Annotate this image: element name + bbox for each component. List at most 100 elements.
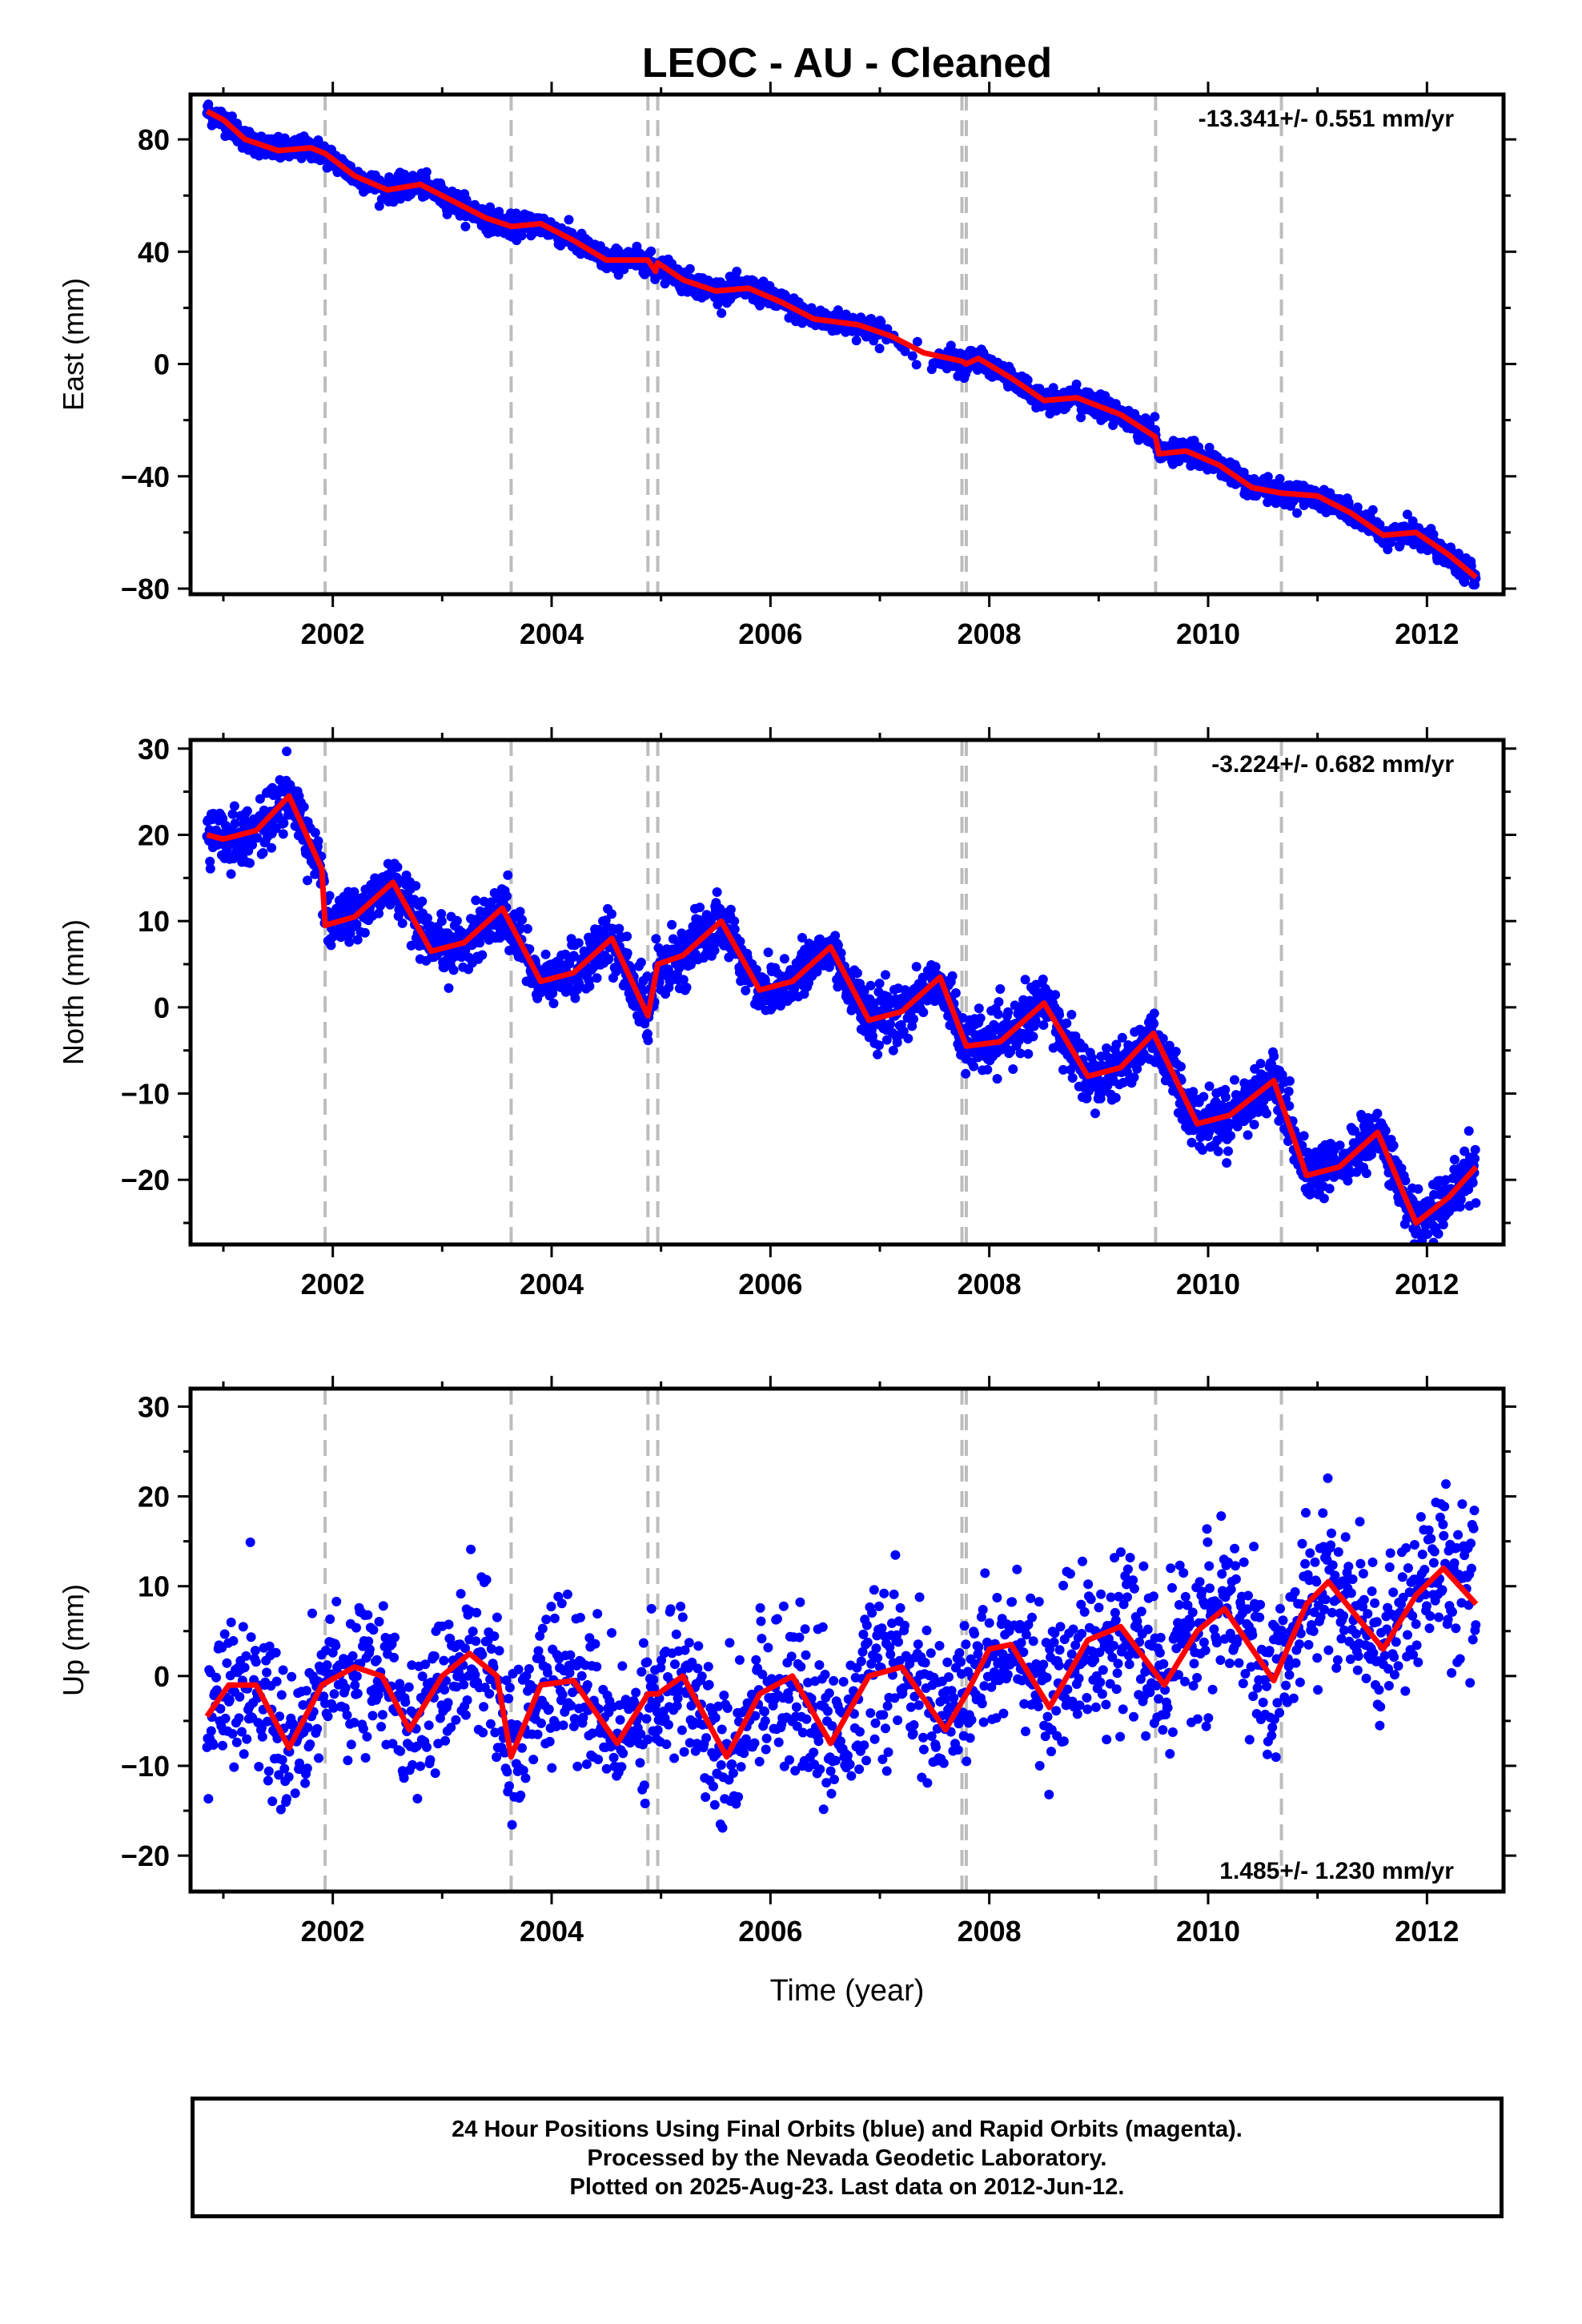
- data-point: [898, 1026, 909, 1036]
- data-point: [607, 909, 616, 919]
- data-point: [1402, 509, 1412, 520]
- data-point: [729, 916, 740, 927]
- data-point: [1170, 1047, 1181, 1057]
- data-point: [516, 231, 527, 241]
- data-point: [874, 344, 885, 354]
- data-point: [868, 1031, 877, 1041]
- data-point: [303, 875, 312, 886]
- data-point: [885, 1019, 896, 1029]
- data-point: [643, 1035, 653, 1046]
- data-point: [255, 794, 265, 804]
- data-point: [1243, 1130, 1253, 1140]
- data-point: [444, 983, 454, 993]
- data-point: [436, 909, 447, 919]
- data-point: [779, 954, 789, 964]
- data-point: [1335, 1140, 1345, 1151]
- data-point: [975, 1013, 986, 1023]
- data-point: [874, 1040, 884, 1051]
- data-point: [946, 340, 956, 351]
- data-point: [1269, 1051, 1279, 1061]
- data-point: [900, 346, 910, 356]
- data-point: [836, 948, 846, 958]
- data-point: [712, 887, 722, 897]
- data-point: [471, 895, 481, 906]
- panel-north: 2002 2004 2006 2008 2010 2012−20−100102030Nor…: [57, 727, 1516, 1301]
- data-point: [1066, 1010, 1077, 1019]
- data-point: [1006, 1047, 1016, 1057]
- data-point: [833, 305, 843, 316]
- data-point: [1062, 1018, 1072, 1028]
- data-point: [741, 985, 751, 995]
- data-point: [548, 999, 559, 1008]
- data-point: [1003, 1007, 1014, 1017]
- data-point: [993, 1009, 1003, 1019]
- data-point: [448, 965, 459, 975]
- data-point: [1111, 1039, 1122, 1050]
- data-point: [1149, 1019, 1159, 1029]
- data-point: [876, 317, 886, 328]
- data-point: [622, 931, 632, 942]
- data-point: [992, 1074, 1002, 1084]
- data-point: [995, 984, 1006, 994]
- data-point: [475, 938, 485, 948]
- data-point: [1292, 508, 1303, 518]
- data-point: [732, 267, 742, 276]
- data-point: [1204, 1081, 1215, 1092]
- data-point: [907, 1021, 917, 1031]
- data-point: [1038, 974, 1048, 984]
- data-point: [776, 1001, 785, 1011]
- data-point: [515, 907, 525, 917]
- data-point: [851, 336, 861, 346]
- data-point: [1395, 540, 1405, 550]
- data-point: [227, 111, 237, 122]
- data-point: [1071, 379, 1082, 389]
- data-point: [667, 919, 677, 930]
- data-point: [1058, 1064, 1068, 1075]
- data-point: [313, 836, 323, 846]
- x-tick-label: 2004: [520, 617, 584, 650]
- x-tick-label: 2012: [1395, 617, 1459, 650]
- x-tick-label: 2006: [738, 617, 802, 650]
- data-point: [604, 954, 614, 964]
- data-point: [1263, 1092, 1274, 1102]
- data-point: [678, 975, 689, 985]
- data-point: [646, 246, 656, 256]
- data-point: [881, 970, 890, 980]
- data-point: [950, 988, 961, 998]
- y-tick-label: −40: [121, 460, 170, 493]
- data-point: [1413, 1184, 1423, 1194]
- data-point: [205, 856, 215, 866]
- north-plot-area: [202, 740, 1481, 1244]
- data-point: [503, 870, 513, 880]
- data-point: [1186, 1137, 1197, 1148]
- data-point: [584, 981, 595, 991]
- data-point: [1132, 1063, 1142, 1074]
- data-point: [227, 809, 238, 819]
- x-tick-label: 2008: [958, 617, 1022, 650]
- data-point: [1204, 442, 1215, 452]
- data-point: [252, 833, 263, 843]
- data-point: [226, 869, 236, 879]
- data-point: [258, 848, 268, 858]
- data-point: [1213, 1146, 1223, 1156]
- east-rate-annotation: -13.341+/- 0.551 mm/yr: [1199, 106, 1455, 132]
- data-point: [230, 818, 240, 829]
- data-point: [1095, 1093, 1106, 1104]
- data-point: [1284, 1076, 1295, 1086]
- data-point: [344, 937, 355, 947]
- data-point: [310, 827, 320, 838]
- data-point: [1249, 1120, 1259, 1130]
- data-point: [1380, 1125, 1391, 1136]
- data-point: [799, 989, 809, 999]
- data-point: [423, 913, 432, 923]
- data-point: [982, 1064, 993, 1075]
- data-point: [994, 997, 1004, 1007]
- data-point: [917, 972, 928, 983]
- data-point: [1082, 1093, 1092, 1104]
- data-point: [247, 840, 258, 850]
- data-point: [947, 971, 958, 981]
- data-point: [903, 1033, 913, 1043]
- data-point: [833, 982, 843, 992]
- data-point: [282, 746, 292, 757]
